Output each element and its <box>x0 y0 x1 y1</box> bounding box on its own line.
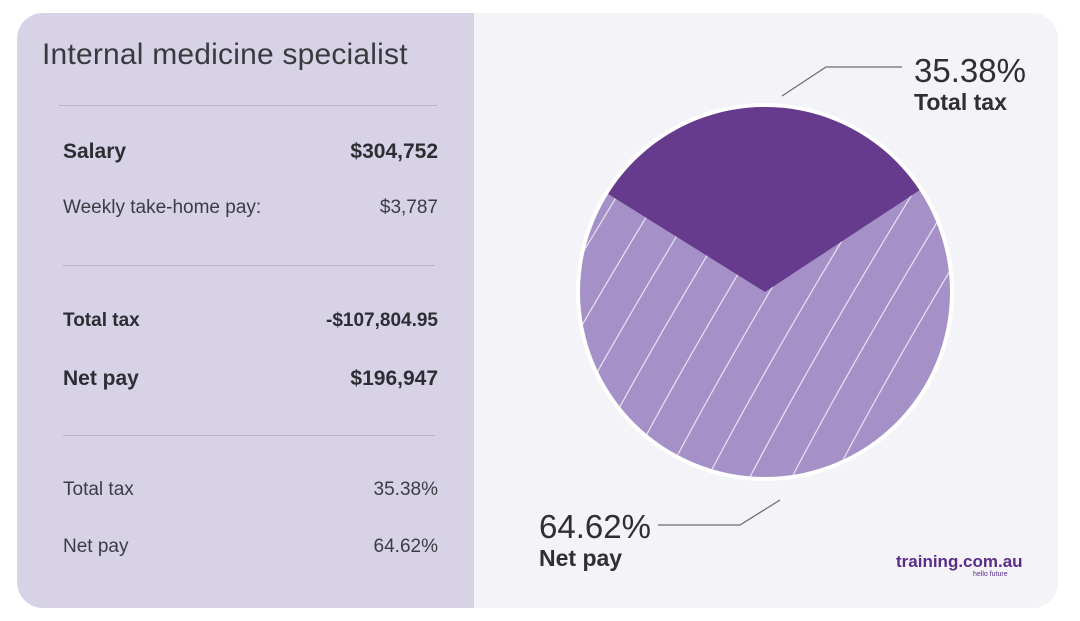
net-percent-value: 64.62% <box>373 536 438 557</box>
tax-callout-percent: 35.38% <box>914 52 1026 89</box>
hatch-line <box>224 120 454 520</box>
section-divider-1 <box>63 265 435 266</box>
total-tax-value: -$107,804.95 <box>326 310 438 331</box>
total-tax-label: Total tax <box>63 310 140 331</box>
title-divider <box>59 105 437 106</box>
hatch-line <box>580 119 581 477</box>
hatch-line <box>182 120 412 520</box>
hatch-line <box>308 120 538 520</box>
hatch-line <box>1064 120 1080 520</box>
weekly-pay-label: Weekly take-home pay: <box>63 197 262 218</box>
pie-slice-total-tax <box>608 106 920 292</box>
tax-callout-label: Total tax <box>914 89 1007 115</box>
tax-percent-label: Total tax <box>63 479 134 500</box>
section-divider-2 <box>63 435 435 436</box>
hatch-line <box>1022 120 1080 520</box>
salary-value: $304,752 <box>350 140 438 163</box>
page-title: Internal medicine specialist <box>42 38 408 71</box>
net-pay-label: Net pay <box>63 367 139 390</box>
salary-breakdown-panel <box>17 13 474 608</box>
net-callout-label: Net pay <box>539 545 623 571</box>
weekly-pay-value: $3,787 <box>379 197 438 218</box>
hatch-line <box>140 120 370 520</box>
salary-label: Salary <box>63 140 127 163</box>
net-callout-percent: 64.62% <box>539 508 651 545</box>
tax-callout-line <box>781 66 902 97</box>
hatch-line <box>980 120 1080 520</box>
brand-logo: training.com.au <box>896 552 1023 571</box>
net-callout-line <box>658 499 781 526</box>
net-percent-label: Net pay <box>63 536 129 557</box>
hatch-line <box>937 119 950 477</box>
net-pay-value: $196,947 <box>350 367 438 390</box>
hatch-line <box>266 120 496 520</box>
tax-percent-value: 35.38% <box>373 479 438 500</box>
brand-tagline: hello future <box>973 571 1008 578</box>
